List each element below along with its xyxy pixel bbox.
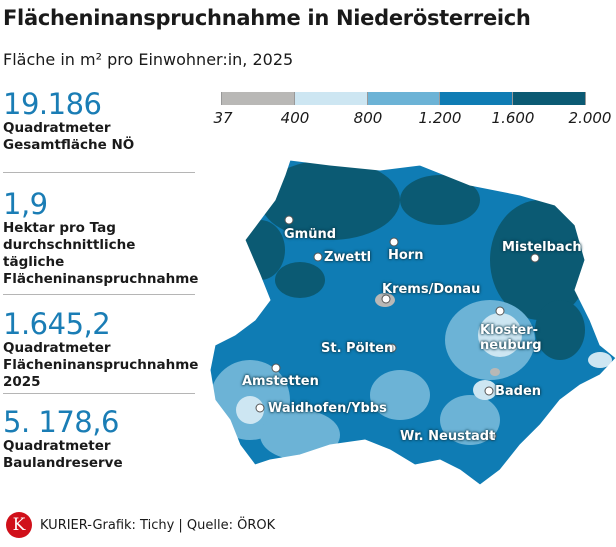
stat-value: 1,9 <box>3 187 48 221</box>
legend-swatch <box>366 92 440 105</box>
footer: K KURIER-Grafik: Tichy | Quelle: ÖROK <box>6 512 275 538</box>
divider <box>3 172 195 173</box>
city-dot <box>381 294 391 304</box>
legend-tick: 400 <box>280 109 310 127</box>
stat-label: Quadratmeter Baulandreserve <box>3 438 123 471</box>
divider <box>3 393 195 394</box>
stat-value: 19.186 <box>3 87 102 121</box>
city-dot <box>284 215 294 225</box>
city-dot <box>484 386 494 396</box>
city-label-mistelbach: Mistelbach <box>502 240 582 255</box>
city-label-klosterneuburg: Kloster-neuburg <box>480 323 542 353</box>
stat-usage: 1.645,2 Quadratmeter Flächeninanspruchna… <box>3 308 198 391</box>
stat-label: Quadratmeter Gesamtfläche NÖ <box>3 120 135 153</box>
stat-value: 5. 178,6 <box>3 405 119 439</box>
divider <box>3 294 195 295</box>
legend-swatch <box>293 92 367 105</box>
city-label-amstetten: Amstetten <box>242 374 319 389</box>
kurier-logo: K <box>6 512 32 538</box>
state-outline <box>209 159 616 486</box>
city-label-baden: Baden <box>495 384 542 399</box>
stat-label: Quadratmeter Flächeninanspruchnahme 2025 <box>3 340 199 390</box>
city-dot <box>487 431 497 441</box>
source-credit: KURIER-Grafik: Tichy | Quelle: ÖROK <box>40 517 276 533</box>
stat-reserve: 5. 178,6 Quadratmeter Baulandreserve <box>3 406 198 472</box>
legend-tick: 1.600 <box>491 109 535 127</box>
city-label-horn: Horn <box>388 248 424 263</box>
city-dot <box>495 306 505 316</box>
legend-swatch <box>439 92 513 105</box>
city-dot <box>313 252 323 262</box>
city-label-wr-neustadt: Wr. Neustadt <box>400 429 496 444</box>
stat-label: Hektar pro Tag durchschnittliche täglich… <box>3 220 199 287</box>
legend-swatch <box>512 92 586 105</box>
stat-total-area: 19.186 Quadratmeter Gesamtfläche NÖ <box>3 88 198 154</box>
city-label-krems: Krems/Donau <box>382 282 481 297</box>
city-label-waidhofen: Waidhofen/Ybbs <box>268 401 387 416</box>
city-dot <box>530 253 540 263</box>
legend-tick: 2.000 <box>568 109 612 127</box>
stat-daily: 1,9 Hektar pro Tag durchschnittliche täg… <box>3 188 198 288</box>
legend-tick: 37 <box>213 109 233 127</box>
city-label-st-poelten: St. Pölten <box>321 341 394 356</box>
stat-value: 1.645,2 <box>3 307 111 341</box>
city-dot <box>389 237 399 247</box>
city-dot <box>255 403 265 413</box>
legend-swatch <box>221 92 294 105</box>
subtitle: Fläche in m² pro Einwohner:in, 2025 <box>3 50 294 69</box>
city-label-zwettl: Zwettl <box>324 250 372 265</box>
city-dot <box>387 343 397 353</box>
city-dot <box>271 363 281 373</box>
legend-tick: 800 <box>353 109 383 127</box>
city-label-gmuend: Gmünd <box>284 227 337 242</box>
page-title: Flächeninanspruchnahme in Niederösterrei… <box>3 6 531 30</box>
legend-tick: 1.200 <box>418 109 462 127</box>
color-legend <box>221 92 586 105</box>
